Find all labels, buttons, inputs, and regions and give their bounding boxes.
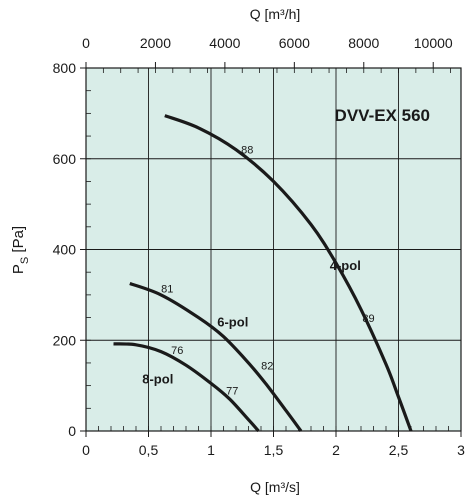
series-label-4-pol: 4-pol <box>330 258 361 273</box>
y-axis-label: PS [Pa] <box>10 226 31 274</box>
x-tick-label: 0,5 <box>139 442 159 458</box>
y-tick-label: 400 <box>53 242 77 258</box>
x2-axis-tick-labels: 0 2000 4000 6000 8000 10000 <box>82 35 453 51</box>
x2-tick-label: 4000 <box>209 35 240 51</box>
x-tick-label: 3 <box>457 442 465 458</box>
efficiency-label: 81 <box>161 284 173 296</box>
y-axis-label-unit: [Pa] <box>10 226 27 257</box>
x-tick-label: 2,5 <box>389 442 409 458</box>
fan-curves <box>113 114 413 433</box>
series-labels: 4-pol 6-pol 8-pol <box>142 258 361 386</box>
x-tick-label: 2 <box>332 442 340 458</box>
series-label-8-pol: 8-pol <box>142 371 173 386</box>
efficiency-labels: 88 89 81 82 76 77 <box>161 144 375 397</box>
y-axis-label-main: P <box>10 264 27 274</box>
x2-axis-label: Q [m³/h] <box>250 6 301 22</box>
x-tick-label: 0 <box>82 442 90 458</box>
x-axis-tick-labels: 0 0,5 1 1,5 2 2,5 3 <box>82 442 465 458</box>
curve-8-pol <box>113 342 260 433</box>
x-axis-label: Q [m³/s] <box>250 479 300 495</box>
x2-tick-label: 0 <box>82 35 90 51</box>
efficiency-label: 89 <box>362 313 374 325</box>
y-axis-tick-labels: 0 200 400 600 800 <box>53 60 77 439</box>
x-tick-label: 1 <box>207 442 215 458</box>
efficiency-label: 82 <box>261 361 273 373</box>
x2-tick-label: 8000 <box>348 35 379 51</box>
efficiency-label: 88 <box>241 144 253 156</box>
series-label-6-pol: 6-pol <box>217 315 248 330</box>
y-tick-label: 0 <box>68 423 76 439</box>
efficiency-label: 77 <box>226 386 238 398</box>
x-tick-label: 1,5 <box>264 442 284 458</box>
y-tick-label: 200 <box>53 332 77 348</box>
y-axis-label-subscript: S <box>19 257 31 264</box>
y-tick-label: 600 <box>53 151 77 167</box>
plot-frame <box>85 67 462 432</box>
y-tick-label: 800 <box>53 60 77 76</box>
chart-title: DVV-EX 560 <box>335 106 430 125</box>
x2-tick-label: 2000 <box>140 35 171 51</box>
x2-tick-label: 10000 <box>414 35 453 51</box>
curve-4-pol <box>164 114 413 432</box>
curve-6-pol <box>129 281 303 432</box>
efficiency-label: 76 <box>171 345 183 357</box>
x2-tick-label: 6000 <box>279 35 310 51</box>
